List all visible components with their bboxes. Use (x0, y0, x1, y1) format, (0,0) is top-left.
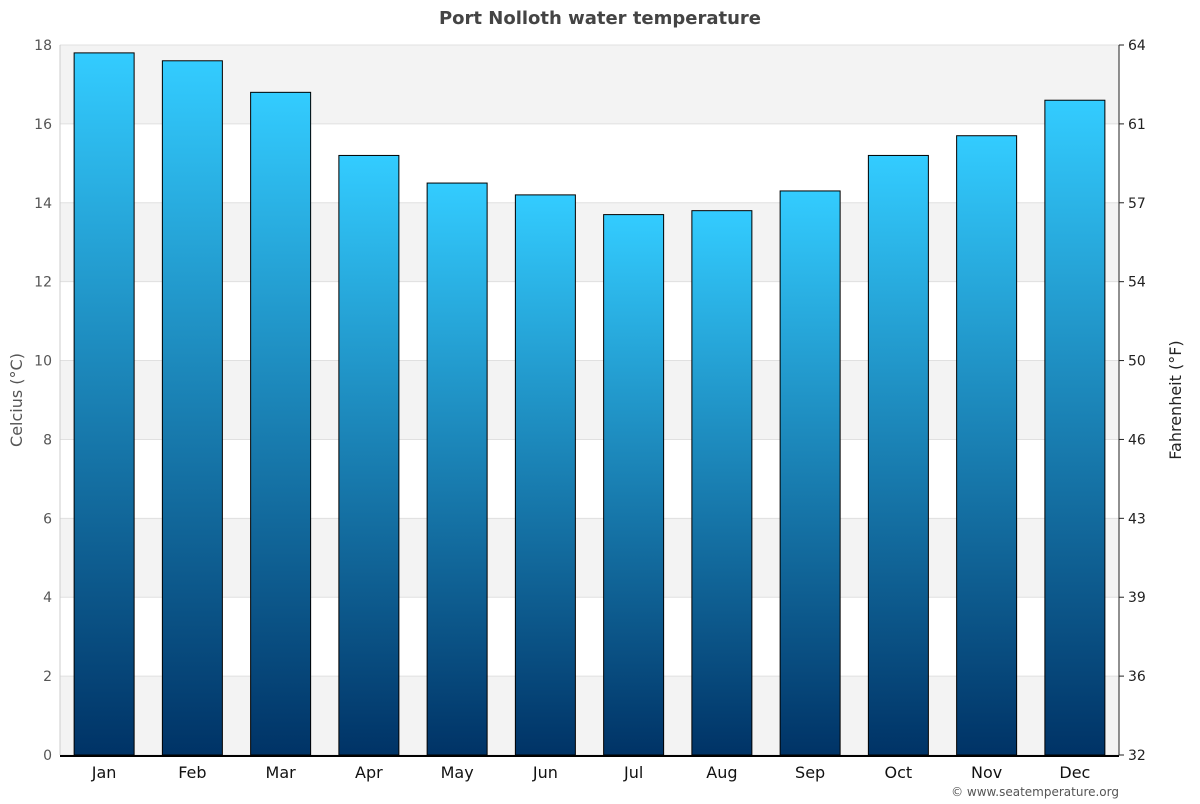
grid-band (60, 518, 1119, 598)
y-axis-label: Celcius (°C) (7, 353, 26, 447)
bar-aug[interactable] (691, 210, 753, 756)
bar-may[interactable] (426, 182, 488, 756)
x-tick-label: Feb (178, 763, 206, 782)
grid-band (60, 360, 1119, 440)
y2-tick-label: 64 (1128, 38, 1146, 54)
grid-band (60, 676, 1119, 755)
y-tick-label: 8 (43, 432, 52, 448)
bar-nov[interactable] (956, 135, 1018, 756)
chart-title: Port Nolloth water temperature (439, 8, 761, 29)
bar-mar[interactable] (250, 91, 312, 756)
y2-axis-label: Fahrenheit (°F) (1166, 340, 1185, 459)
grid-band (60, 45, 1119, 124)
y2-tick-label: 39 (1128, 590, 1146, 606)
y-tick-label: 18 (34, 38, 52, 54)
bar-apr[interactable] (338, 154, 400, 756)
x-tick-label: Oct (885, 763, 913, 782)
y-tick-label: 12 (34, 275, 52, 291)
bar-dec[interactable] (1044, 99, 1106, 756)
x-tick-label: Apr (355, 763, 383, 782)
x-tick-label: Aug (706, 763, 737, 782)
x-tick-label: Nov (971, 763, 1002, 782)
x-tick-label: May (441, 763, 474, 782)
y-tick-label: 0 (43, 748, 52, 764)
y-tick-label: 4 (43, 590, 52, 606)
y2-tick-label: 32 (1128, 748, 1146, 764)
x-tick-label: Sep (795, 763, 825, 782)
bar-jan[interactable] (73, 52, 135, 756)
x-tick-label: Mar (266, 763, 297, 782)
y2-tick-label: 61 (1128, 117, 1146, 133)
credit[interactable]: © www.seatemperature.org (951, 785, 1119, 799)
y-tick-label: 6 (43, 511, 52, 527)
bar-oct[interactable] (867, 154, 929, 756)
bar-sep[interactable] (779, 190, 841, 756)
y2-tick-label: 43 (1128, 511, 1146, 527)
x-tick-label: Jun (532, 763, 558, 782)
bar-feb[interactable] (161, 60, 223, 756)
y2-tick-label: 57 (1128, 196, 1146, 212)
y-tick-label: 14 (34, 196, 52, 212)
y-tick-label: 2 (43, 669, 52, 685)
y2-tick-label: 46 (1128, 432, 1146, 448)
y2-tick-label: 54 (1128, 275, 1146, 291)
x-tick-label: Jan (91, 763, 117, 782)
y-tick-label: 10 (34, 354, 52, 370)
grid-band (60, 202, 1119, 282)
y2-tick-label: 50 (1128, 354, 1146, 370)
y2-tick-label: 36 (1128, 669, 1146, 685)
x-tick-label: Dec (1059, 763, 1090, 782)
y-tick-label: 16 (34, 117, 52, 133)
bar-jun[interactable] (514, 194, 576, 756)
bar-jul[interactable] (603, 214, 665, 756)
x-tick-label: Jul (623, 763, 643, 782)
